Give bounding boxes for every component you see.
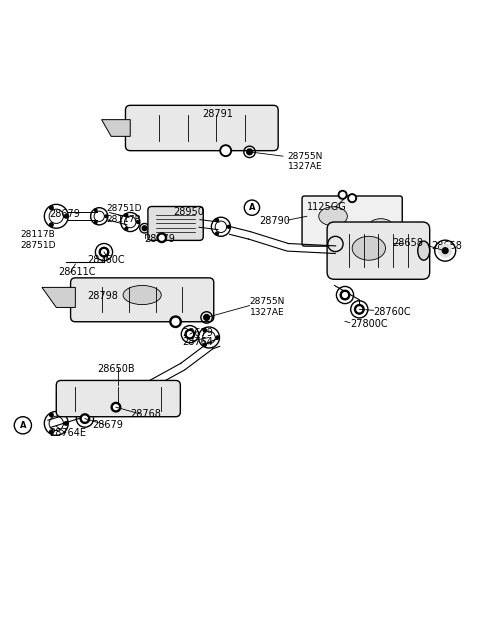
Circle shape [228,225,230,229]
Circle shape [114,404,118,410]
Circle shape [95,221,97,223]
Circle shape [220,145,231,156]
Text: 28755N
1327AE: 28755N 1327AE [288,152,323,171]
Circle shape [343,292,348,298]
Circle shape [340,192,345,197]
Text: 28950: 28950 [173,206,204,216]
Text: 28764: 28764 [183,337,214,347]
FancyBboxPatch shape [125,105,278,151]
Text: 28760C: 28760C [87,255,125,265]
Circle shape [137,220,140,223]
Circle shape [159,235,164,240]
Circle shape [355,304,364,314]
Circle shape [102,249,107,254]
Ellipse shape [123,285,161,304]
Text: 28768: 28768 [130,410,161,419]
Circle shape [111,403,120,412]
Circle shape [49,206,53,210]
Circle shape [340,291,350,300]
Ellipse shape [319,207,348,226]
Polygon shape [102,120,130,136]
Circle shape [216,336,219,339]
Circle shape [443,248,448,253]
Text: 28760C: 28760C [373,307,411,316]
Circle shape [348,194,357,203]
FancyBboxPatch shape [56,380,180,417]
Circle shape [125,227,128,230]
Circle shape [203,343,206,346]
Circle shape [49,430,53,434]
Text: 28751D
28117B: 28751D 28117B [107,204,142,223]
Text: 28679: 28679 [92,420,123,430]
Text: 1125GG: 1125GG [307,202,347,212]
Text: 28679: 28679 [183,328,214,338]
Circle shape [64,422,68,425]
Text: 28658: 28658 [393,239,423,249]
Polygon shape [42,287,75,308]
Circle shape [439,244,452,258]
Circle shape [203,329,206,332]
FancyBboxPatch shape [71,278,214,322]
Circle shape [170,316,181,327]
Circle shape [172,318,179,325]
Circle shape [188,332,192,337]
Circle shape [125,214,128,216]
Circle shape [49,413,53,417]
Text: 27800C: 27800C [350,318,387,329]
Text: 28798: 28798 [87,291,118,301]
Circle shape [105,215,108,218]
Text: 28791: 28791 [202,109,233,118]
Ellipse shape [369,218,393,233]
Circle shape [216,218,218,222]
Text: 28679: 28679 [49,209,80,219]
Circle shape [83,417,87,421]
Text: A: A [20,421,26,430]
Text: 28611C: 28611C [59,267,96,277]
Circle shape [338,191,347,199]
Circle shape [142,226,147,230]
Text: 28650B: 28650B [97,364,134,374]
Circle shape [95,209,97,211]
Circle shape [80,414,90,423]
Text: 28679: 28679 [144,234,175,244]
Text: A: A [249,203,255,212]
Ellipse shape [418,241,430,260]
Circle shape [247,149,252,154]
Text: 28658: 28658 [431,241,462,251]
Circle shape [222,147,229,154]
Text: 28755N
1327AE: 28755N 1327AE [250,298,285,316]
FancyBboxPatch shape [148,206,203,241]
Circle shape [185,329,195,339]
Circle shape [157,233,167,242]
Ellipse shape [352,236,385,260]
Circle shape [49,223,53,227]
FancyBboxPatch shape [327,222,430,279]
Circle shape [350,196,355,201]
Text: 28117B
28751D: 28117B 28751D [21,230,56,250]
Text: 28790: 28790 [259,216,290,226]
Circle shape [216,232,218,235]
Circle shape [204,315,209,320]
Circle shape [357,307,362,311]
Circle shape [64,215,68,218]
FancyBboxPatch shape [302,196,402,246]
Circle shape [99,248,109,257]
Text: 28764E: 28764E [49,429,86,439]
